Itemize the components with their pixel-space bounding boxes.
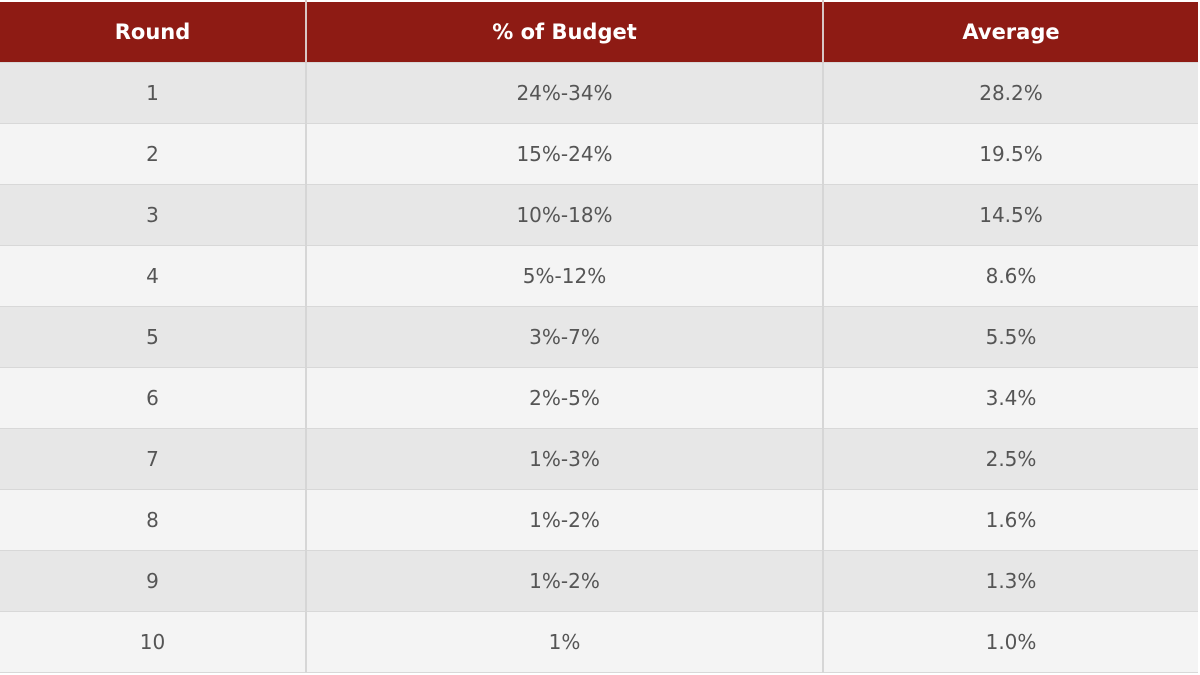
table-row: 5 3%-7% 5.5%: [0, 306, 1198, 368]
table-row: 10 1% 1.0%: [0, 611, 1198, 673]
cell-average: 3.4%: [823, 367, 1198, 429]
table-body: 1 24%-34% 28.2% 2 15%-24% 19.5% 3 10%-18…: [0, 62, 1198, 673]
table-row: 4 5%-12% 8.6%: [0, 245, 1198, 307]
cell-round: 8: [0, 489, 307, 551]
cell-budget-range: 2%-5%: [306, 367, 824, 429]
cell-average: 5.5%: [823, 306, 1198, 368]
cell-round: 4: [0, 245, 307, 307]
table-row: 1 24%-34% 28.2%: [0, 62, 1198, 124]
cell-average: 1.6%: [823, 489, 1198, 551]
cell-round: 6: [0, 367, 307, 429]
cell-round: 7: [0, 428, 307, 490]
cell-round: 10: [0, 611, 307, 673]
cell-budget-range: 15%-24%: [306, 123, 824, 185]
cell-average: 1.3%: [823, 550, 1198, 612]
table-row: 9 1%-2% 1.3%: [0, 550, 1198, 612]
header-percent-of-budget: % of Budget: [306, 0, 824, 63]
cell-budget-range: 10%-18%: [306, 184, 824, 246]
cell-budget-range: 5%-12%: [306, 245, 824, 307]
cell-average: 28.2%: [823, 62, 1198, 124]
cell-average: 1.0%: [823, 611, 1198, 673]
cell-average: 19.5%: [823, 123, 1198, 185]
cell-round: 2: [0, 123, 307, 185]
header-row: Round % of Budget Average: [0, 0, 1198, 63]
cell-average: 14.5%: [823, 184, 1198, 246]
cell-average: 2.5%: [823, 428, 1198, 490]
cell-budget-range: 1%-2%: [306, 550, 824, 612]
header-round: Round: [0, 0, 307, 63]
cell-average: 8.6%: [823, 245, 1198, 307]
cell-budget-range: 1%: [306, 611, 824, 673]
table-row: 3 10%-18% 14.5%: [0, 184, 1198, 246]
cell-budget-range: 1%-3%: [306, 428, 824, 490]
cell-budget-range: 1%-2%: [306, 489, 824, 551]
cell-budget-range: 3%-7%: [306, 306, 824, 368]
cell-round: 5: [0, 306, 307, 368]
table-row: 7 1%-3% 2.5%: [0, 428, 1198, 490]
cell-round: 9: [0, 550, 307, 612]
header-average: Average: [823, 0, 1198, 63]
cell-round: 1: [0, 62, 307, 124]
table-header: Round % of Budget Average: [0, 0, 1198, 63]
table-row: 6 2%-5% 3.4%: [0, 367, 1198, 429]
table-row: 2 15%-24% 19.5%: [0, 123, 1198, 185]
table-row: 8 1%-2% 1.6%: [0, 489, 1198, 551]
cell-budget-range: 24%-34%: [306, 62, 824, 124]
cell-round: 3: [0, 184, 307, 246]
